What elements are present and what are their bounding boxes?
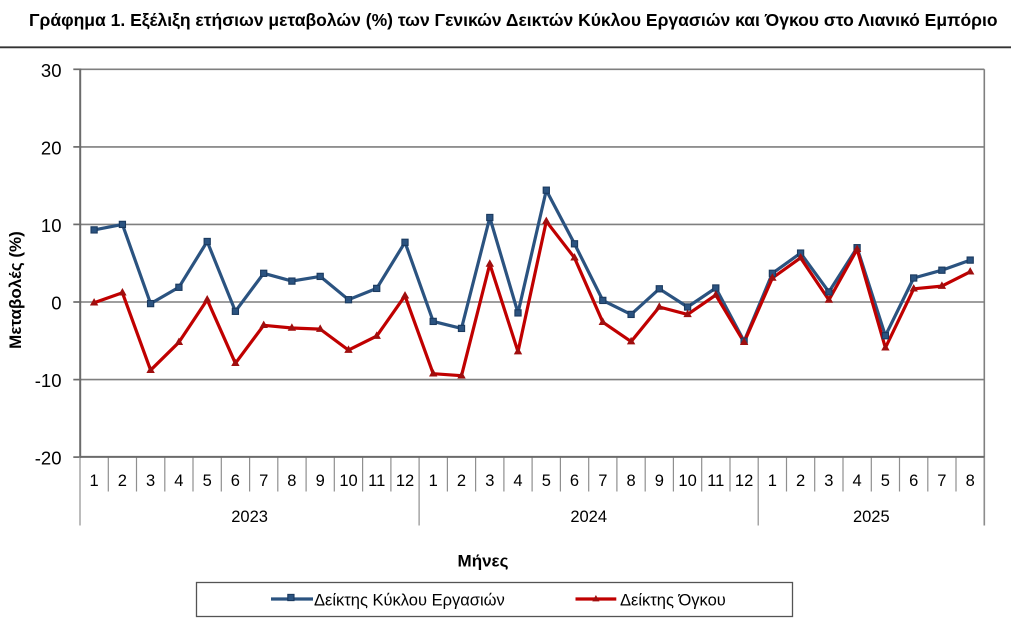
svg-text:10: 10 <box>678 472 696 490</box>
svg-text:Μήνες: Μήνες <box>458 552 509 571</box>
svg-text:5: 5 <box>881 472 890 490</box>
svg-text:2025: 2025 <box>853 508 890 526</box>
svg-text:0: 0 <box>51 292 61 313</box>
svg-text:11: 11 <box>707 472 724 490</box>
svg-text:-20: -20 <box>35 448 62 469</box>
svg-text:2024: 2024 <box>570 508 607 526</box>
svg-text:6: 6 <box>909 472 918 490</box>
svg-text:1: 1 <box>768 472 777 490</box>
svg-text:Μεταβολές (%): Μεταβολές (%) <box>6 231 25 349</box>
svg-text:20: 20 <box>41 137 62 158</box>
svg-text:2: 2 <box>457 472 466 490</box>
svg-text:1: 1 <box>429 472 438 490</box>
svg-text:7: 7 <box>937 472 946 490</box>
svg-text:5: 5 <box>542 472 551 490</box>
svg-text:-10: -10 <box>35 370 62 391</box>
svg-text:11: 11 <box>368 472 385 490</box>
svg-text:2023: 2023 <box>231 508 268 526</box>
svg-text:7: 7 <box>259 472 268 490</box>
svg-text:4: 4 <box>853 472 862 490</box>
svg-text:8: 8 <box>966 472 975 490</box>
svg-text:2: 2 <box>118 472 127 490</box>
svg-text:9: 9 <box>655 472 664 490</box>
svg-text:9: 9 <box>316 472 325 490</box>
svg-text:3: 3 <box>146 472 155 490</box>
svg-text:Δείκτης Όγκου: Δείκτης Όγκου <box>620 591 726 609</box>
svg-text:3: 3 <box>824 472 833 490</box>
svg-text:7: 7 <box>598 472 607 490</box>
svg-text:12: 12 <box>396 472 414 490</box>
svg-text:8: 8 <box>287 472 296 490</box>
svg-text:3: 3 <box>485 472 494 490</box>
svg-text:2: 2 <box>796 472 805 490</box>
svg-text:12: 12 <box>735 472 753 490</box>
svg-text:10: 10 <box>339 472 357 490</box>
svg-text:Δείκτης Κύκλου Εργασιών: Δείκτης Κύκλου Εργασιών <box>314 591 505 609</box>
svg-text:4: 4 <box>513 472 522 490</box>
svg-text:6: 6 <box>570 472 579 490</box>
svg-text:1: 1 <box>90 472 99 490</box>
svg-text:8: 8 <box>627 472 636 490</box>
svg-text:6: 6 <box>231 472 240 490</box>
svg-text:10: 10 <box>41 215 62 236</box>
svg-text:5: 5 <box>203 472 212 490</box>
svg-text:30: 30 <box>41 60 62 81</box>
svg-text:4: 4 <box>174 472 183 490</box>
